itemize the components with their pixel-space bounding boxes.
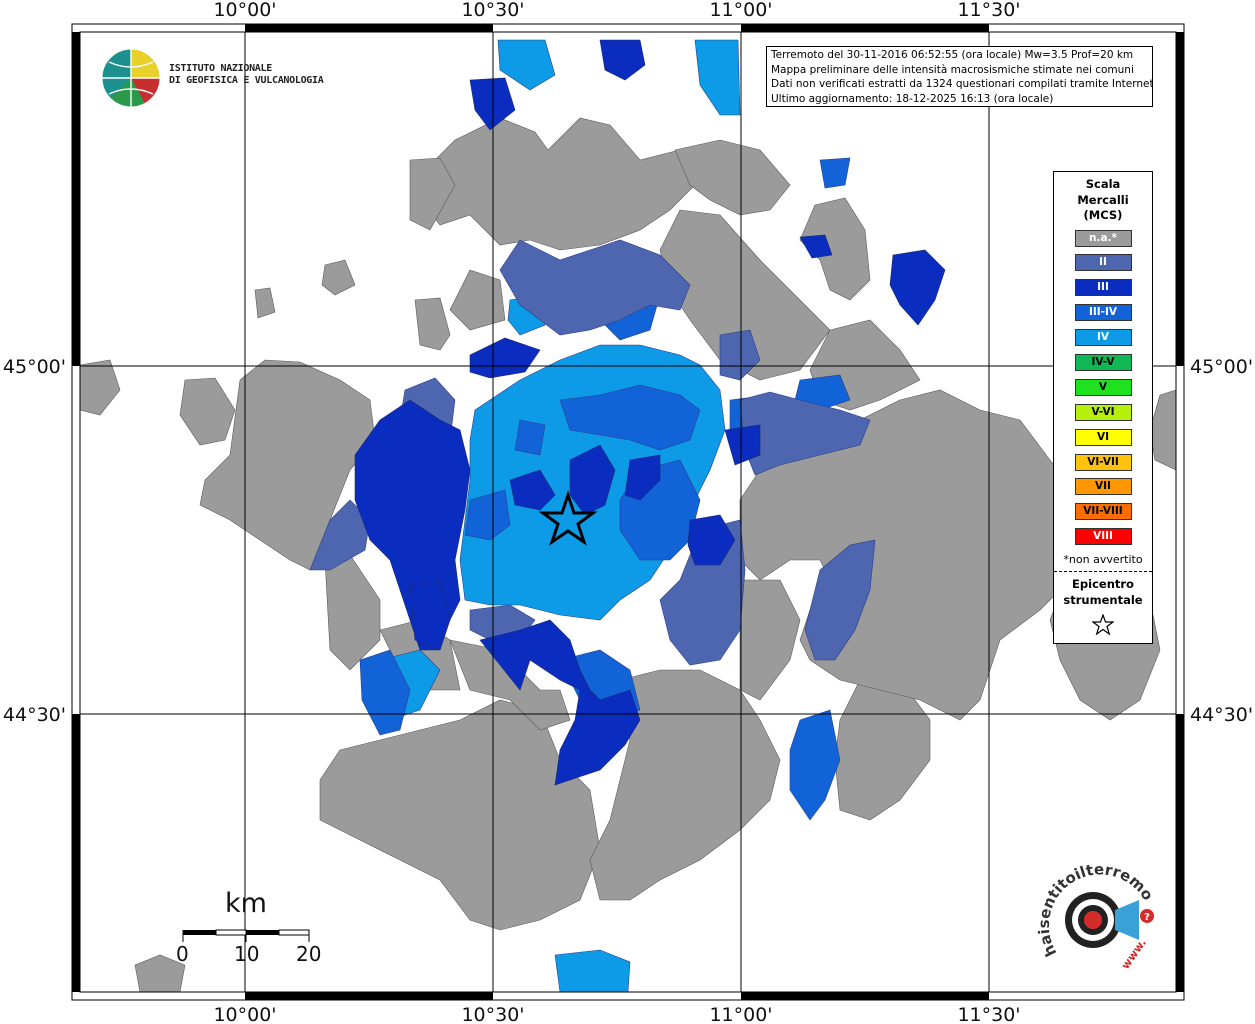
ingv-logo: ISTITUTO NAZIONALE DI GEOFISICA E VULCAN… bbox=[101, 48, 324, 110]
legend-title-line: (MCS) bbox=[1083, 208, 1123, 222]
legend-item-iii: III bbox=[1074, 279, 1132, 297]
legend-items: n.a.* II III III-IV IV IV-V V V-VI VI VI-VII VII VI… bbox=[1054, 229, 1152, 546]
scale-bar-graphic bbox=[182, 929, 310, 942]
globe-icon bbox=[101, 48, 161, 108]
legend-item-v: V bbox=[1074, 378, 1132, 396]
scale-unit: km bbox=[225, 888, 267, 919]
legend-item-ii: II bbox=[1074, 254, 1132, 272]
lon-label-top-1: 10°00' bbox=[213, 0, 276, 21]
legend-title-line: Mercalli bbox=[1077, 192, 1129, 207]
lat-label-right-1: 45°00' bbox=[1190, 356, 1253, 378]
legend-item-iii-iv: III-IV bbox=[1074, 304, 1132, 322]
target-icon bbox=[1065, 892, 1139, 948]
legend-item-iv: IV bbox=[1074, 329, 1132, 347]
lon-label-top-3: 11°00' bbox=[709, 0, 772, 21]
legend-item-v-vi: V-VI bbox=[1074, 403, 1132, 421]
mcs-legend: Scala Mercalli (MCS) n.a.* II III III-IV IV I… bbox=[1053, 171, 1153, 644]
graticule bbox=[80, 32, 1176, 992]
scale-tick-label: 10 bbox=[234, 942, 260, 966]
legend-epicenter-label: Epicentro strumentale bbox=[1054, 576, 1152, 608]
lat-label-right-2: 44°30' bbox=[1190, 704, 1253, 726]
scale-bar: km 0 10 20 bbox=[170, 888, 340, 978]
event-info-line: Terremoto del 30-11-2016 06:52:55 (ora l… bbox=[771, 49, 1134, 61]
legend-item-iv-v: IV-V bbox=[1074, 353, 1132, 371]
legend-epicenter-line: Epicentro bbox=[1072, 577, 1134, 592]
legend-title: Scala Mercalli (MCS) bbox=[1054, 177, 1152, 224]
svg-text:?: ? bbox=[1144, 912, 1150, 923]
star-icon bbox=[538, 490, 598, 546]
legend-item-vii-viii: VII-VIII bbox=[1074, 503, 1132, 521]
event-info-box: Terremoto del 30-11-2016 06:52:55 (ora l… bbox=[766, 46, 1153, 107]
event-info-line: Dati non verificati estratti da 1324 que… bbox=[771, 78, 1153, 90]
legend-item-viii: VIII bbox=[1074, 528, 1132, 546]
lon-label-top-2: 10°30' bbox=[461, 0, 524, 21]
event-info-line: Mappa preliminare delle intensità macros… bbox=[771, 63, 1134, 76]
watermark-url: www. bbox=[1119, 936, 1149, 971]
haisentito-logo: haisentitoilterremoto.it www. ? bbox=[1030, 844, 1165, 978]
lon-label-bottom-4: 11°30' bbox=[957, 1004, 1020, 1024]
legend-note: *non avvertito bbox=[1063, 553, 1143, 567]
lat-label-left-1: 45°00' bbox=[3, 356, 66, 378]
event-info-line: Ultimo aggiornamento: 18-12-2025 16:13 (… bbox=[771, 92, 1054, 105]
ingv-name-line2: DI GEOFISICA E VULCANOLOGIA bbox=[169, 75, 324, 86]
lat-label-left-2: 44°30' bbox=[3, 704, 66, 726]
legend-divider bbox=[1054, 571, 1152, 573]
intensity-iii-areas bbox=[354, 39, 946, 786]
lon-label-bottom-1: 10°00' bbox=[213, 1004, 276, 1024]
legend-item-vi-vii: VI-VII bbox=[1074, 453, 1132, 471]
map-frame bbox=[71, 23, 1185, 1001]
legend-item-n-a: n.a.* bbox=[1074, 229, 1132, 247]
ingv-name-line1: ISTITUTO NAZIONALE bbox=[169, 63, 272, 74]
not-felt-areas bbox=[79, 117, 1177, 993]
scale-tick-label: 20 bbox=[296, 942, 322, 966]
legend-item-vii: VII bbox=[1074, 478, 1132, 496]
legend-title-line: Scala bbox=[1085, 177, 1121, 191]
legend-epicenter-line: strumentale bbox=[1063, 593, 1143, 608]
star-icon bbox=[1092, 614, 1114, 636]
lon-label-bottom-3: 11°00' bbox=[709, 1004, 772, 1024]
lon-label-top-4: 11°30' bbox=[957, 0, 1020, 21]
legend-item-vi: VI bbox=[1074, 428, 1132, 446]
scale-tick-label: 0 bbox=[176, 942, 189, 966]
lon-label-bottom-2: 10°30' bbox=[461, 1004, 524, 1024]
